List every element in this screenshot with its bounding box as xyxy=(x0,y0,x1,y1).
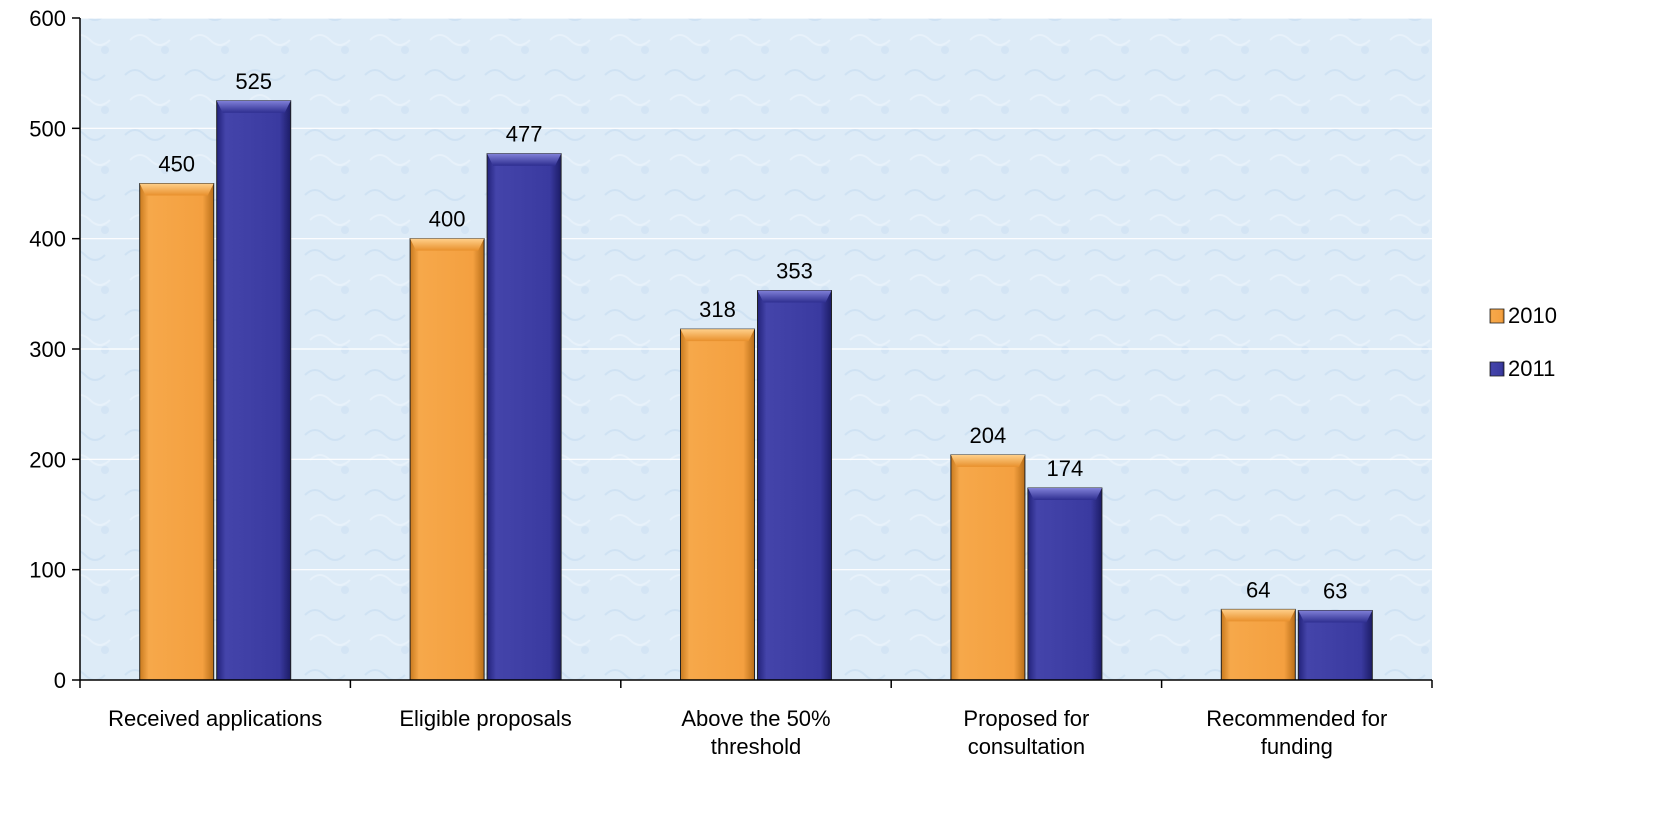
bar-2011-4 xyxy=(1297,609,1373,681)
bar-cap xyxy=(1027,488,1102,501)
bar-2011-1 xyxy=(486,153,562,681)
legend-item-2010: 2010 xyxy=(1489,303,1557,328)
data-label: 450 xyxy=(158,152,195,177)
bar-cap xyxy=(216,100,291,113)
legend: 2010 2011 xyxy=(1489,303,1557,381)
data-label: 204 xyxy=(970,423,1007,448)
data-labels: 450 400 318 204 64 525 477 353 174 63 xyxy=(158,69,1347,604)
y-tick-label: 100 xyxy=(29,558,66,583)
bar-body xyxy=(139,183,215,681)
x-axis-labels: Received applications Eligible proposals A… xyxy=(108,706,1387,759)
x-category-label: Proposed for consultation xyxy=(963,706,1089,759)
bar-2010-4 xyxy=(1220,608,1296,681)
bar-2010-3 xyxy=(950,454,1026,681)
y-tick-label: 300 xyxy=(29,337,66,362)
bar-cap xyxy=(487,153,562,166)
bar-cap xyxy=(950,454,1025,467)
data-label: 64 xyxy=(1246,577,1270,602)
bar-body xyxy=(1027,487,1103,681)
x-category-label: Recommended for funding xyxy=(1206,706,1387,759)
legend-swatch xyxy=(1489,361,1505,377)
y-tick-label: 0 xyxy=(54,668,66,693)
data-label: 400 xyxy=(429,207,466,232)
x-category-label: Received applications xyxy=(108,706,322,731)
gridlines xyxy=(80,17,1432,571)
data-label: 318 xyxy=(699,297,736,322)
bar-2011-0 xyxy=(216,100,292,681)
bar-body xyxy=(486,153,562,681)
x-category-label: Above the 50% threshold xyxy=(681,706,830,759)
data-label: 63 xyxy=(1323,578,1347,603)
bar-2011-3 xyxy=(1027,487,1103,681)
data-label: 174 xyxy=(1047,456,1084,481)
bar-2011-2 xyxy=(757,290,832,681)
legend-swatch xyxy=(1489,308,1505,324)
data-label: 525 xyxy=(235,69,272,94)
data-label: 477 xyxy=(506,122,543,147)
bar-body xyxy=(757,290,832,681)
y-tick-label: 600 xyxy=(29,6,66,31)
y-tick-label: 200 xyxy=(29,447,66,472)
x-category-label: Eligible proposals xyxy=(399,706,571,731)
bar-body xyxy=(680,328,755,681)
legend-item-2011: 2011 xyxy=(1489,356,1555,381)
bar-2010-1 xyxy=(409,238,485,681)
bar-cap xyxy=(680,329,755,342)
bar-body xyxy=(950,454,1026,681)
bar-cap xyxy=(1298,610,1373,623)
bar-body xyxy=(409,238,485,681)
bar-cap xyxy=(1221,609,1296,622)
bars xyxy=(139,100,1373,681)
legend-label: 2010 xyxy=(1508,303,1557,328)
bar-cap xyxy=(757,290,832,303)
y-tick-label: 400 xyxy=(29,227,66,252)
legend-label: 2011 xyxy=(1508,356,1555,381)
data-label: 353 xyxy=(776,259,813,284)
bar-2010-2 xyxy=(680,328,755,681)
y-tick-label: 500 xyxy=(29,116,66,141)
bar-cap xyxy=(410,238,485,251)
bar-2010-0 xyxy=(139,183,215,681)
y-axis-ticks: 0 100 200 300 400 500 600 xyxy=(29,6,80,693)
bar-body xyxy=(216,100,292,681)
bar-cap xyxy=(139,183,214,196)
